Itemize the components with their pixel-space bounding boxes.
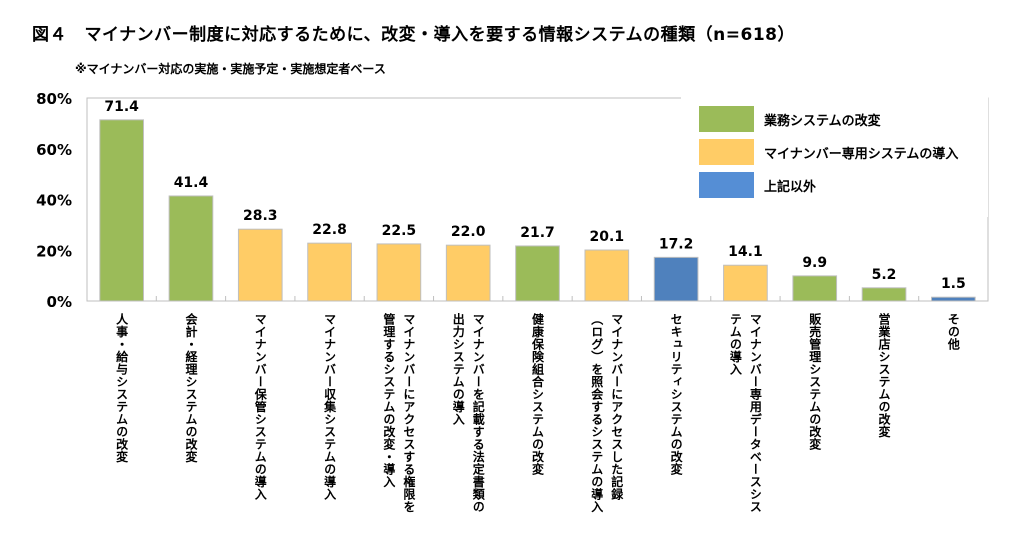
x-category-label: マイナンバーを記載する法定書類の 出力システムの導入	[451, 313, 486, 513]
legend-label: 上記以外	[764, 179, 816, 195]
x-category-label: 健康保険組合システムの改変	[530, 313, 545, 476]
x-category-label: 人事・給与システムの改変	[114, 313, 129, 463]
bar	[168, 195, 214, 302]
data-label: 14.1	[728, 244, 763, 260]
bar	[99, 119, 144, 302]
chart-title: 図４ マイナンバー制度に対応するために、改変・導入を要する情報システムの種類（n…	[32, 25, 795, 45]
bar	[931, 296, 976, 302]
data-label: 21.7	[520, 225, 555, 241]
data-label: 22.5	[382, 223, 417, 239]
data-label: 71.4	[104, 99, 139, 115]
data-label: 1.5	[941, 276, 966, 292]
y-tick-label: 80%	[36, 90, 72, 108]
x-category-label: その他	[946, 313, 961, 351]
x-category-label: マイナンバーにアクセスする権限を 管理するシステムの改変・導入	[381, 313, 416, 513]
bar	[237, 228, 283, 302]
legend-swatch	[699, 139, 754, 165]
legend-label: マイナンバー専用システムの導入	[764, 146, 958, 162]
data-label: 17.2	[659, 236, 694, 252]
data-label: 22.0	[451, 224, 486, 240]
x-category-label: マイナンバーにアクセスした記録 （ログ）を照会するシステムの導入	[589, 313, 624, 513]
bar	[307, 242, 352, 302]
y-tick-label: 0%	[47, 293, 72, 311]
data-label: 9.9	[802, 255, 827, 271]
bar	[653, 256, 699, 302]
bar	[515, 245, 560, 302]
y-tick-label: 40%	[36, 192, 72, 210]
data-label: 5.2	[872, 267, 897, 283]
data-label: 41.4	[174, 175, 209, 191]
bar	[723, 264, 768, 302]
y-axis: 0% 20% 40% 60% 80%	[36, 90, 72, 311]
x-category-label: マイナンバー収集システムの導入	[322, 313, 337, 501]
data-label: 28.3	[243, 208, 278, 224]
x-category-label: 販売管理システムの改変	[807, 313, 822, 451]
legend-swatch	[699, 106, 754, 132]
data-label: 20.1	[590, 229, 625, 245]
x-axis-ticks	[155, 296, 920, 301]
y-tick-label: 20%	[36, 242, 72, 260]
x-category-label: マイナンバー保管システムの導入	[253, 313, 268, 501]
bar	[376, 243, 422, 302]
chart-subtitle: ※マイナンバー対応の実施・実施予定・実施想定者ベース	[75, 62, 386, 76]
y-tick-label: 60%	[36, 141, 72, 159]
bars	[99, 119, 976, 302]
bar	[584, 249, 630, 302]
legend-swatch	[699, 172, 754, 198]
bar	[445, 244, 491, 302]
x-category-label: セキュリティシステムの改変	[669, 313, 684, 476]
bar	[861, 287, 907, 302]
legend-label: 業務システムの改変	[763, 113, 881, 129]
x-category-label: マイナンバー専用データベースシス テムの導入	[728, 313, 763, 513]
data-labels: 71.4 41.4 28.3 22.8 22.5 22.0 21.7 20.1 17.2 14.1…	[104, 99, 965, 292]
x-category-label: 営業店システムの改変	[877, 313, 892, 438]
data-label: 22.8	[312, 222, 347, 238]
x-category-label: 会計・経理システムの改変	[183, 313, 198, 463]
bar	[792, 275, 838, 302]
